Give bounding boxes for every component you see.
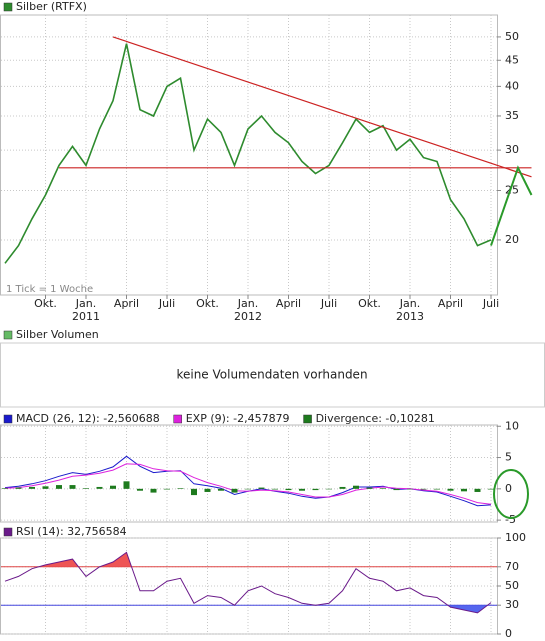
legend-label: Silber Volumen xyxy=(16,328,99,341)
divergence-bar xyxy=(393,488,400,491)
divergence-bar xyxy=(380,488,386,489)
divergence-bar xyxy=(366,487,373,489)
x-tick-label: Jan. xyxy=(399,297,420,310)
legend-label: Silber (RTFX) xyxy=(16,0,87,13)
series-line xyxy=(4,551,492,614)
y-tick-label: 5 xyxy=(505,451,512,464)
divergence-bar xyxy=(2,488,8,489)
trend-line xyxy=(112,36,532,178)
divergence-bar xyxy=(137,488,143,491)
divergence-bar xyxy=(299,488,305,491)
legend-label: RSI (14): 32,756584 xyxy=(16,525,127,538)
x-tick-label: Okt. xyxy=(196,297,219,310)
no-data-message: keine Volumendaten vorhanden xyxy=(176,368,367,382)
divergence-bar xyxy=(231,488,238,493)
divergence-bar xyxy=(204,488,211,492)
divergence-bar xyxy=(42,486,49,489)
legend-swatch xyxy=(3,414,13,424)
y-tick-label: 0 xyxy=(505,627,512,640)
divergence-bar xyxy=(83,488,89,489)
x-tick-label: Juli xyxy=(320,297,337,310)
divergence-bar xyxy=(407,488,413,490)
plot-area xyxy=(0,424,498,523)
divergence-bar xyxy=(339,486,346,489)
divergence-bar xyxy=(285,488,292,491)
divergence-bar xyxy=(164,488,170,490)
x-tick-label: Juli xyxy=(482,297,499,310)
chart-note: 1 Tick = 1 Woche xyxy=(6,284,93,295)
divergence-bar xyxy=(96,486,103,489)
y-tick-label: 10 xyxy=(505,419,519,432)
plot-area xyxy=(0,537,498,635)
divergence-bar xyxy=(191,488,197,496)
legend-swatch xyxy=(303,414,312,424)
legend-swatch xyxy=(173,414,182,424)
x-year-label: 2011 xyxy=(72,310,100,323)
panel-box xyxy=(0,342,545,408)
series-line xyxy=(4,463,492,505)
divergence-bar xyxy=(461,488,467,492)
divergence-bar xyxy=(474,488,481,492)
divergence-bar xyxy=(150,488,157,493)
y-tick-label: 50 xyxy=(505,30,519,43)
y-tick-label: 20 xyxy=(505,233,519,246)
divergence-bar xyxy=(420,488,427,490)
divergence-bar xyxy=(15,487,22,489)
y-tick-label: 45 xyxy=(505,53,519,66)
divergence-bar xyxy=(218,488,224,491)
x-tick-label: April xyxy=(276,297,301,310)
divergence-bar xyxy=(258,487,265,489)
x-tick-label: April xyxy=(438,297,463,310)
y-tick-label: 30 xyxy=(505,143,519,156)
divergence-bar xyxy=(488,488,494,490)
divergence-bar xyxy=(245,488,251,490)
y-tick-label: 0 xyxy=(505,482,512,495)
legend-swatch xyxy=(3,330,13,340)
plot-area xyxy=(0,14,498,296)
divergence-bar xyxy=(29,486,35,489)
y-tick-label: 40 xyxy=(505,79,519,92)
y-tick-label: 70 xyxy=(505,560,519,573)
x-year-label: 2013 xyxy=(396,310,424,323)
legend-swatch xyxy=(3,2,13,12)
band-fill xyxy=(5,552,491,567)
divergence-bar xyxy=(447,488,454,491)
y-tick-label: 100 xyxy=(505,531,526,544)
x-tick-label: April xyxy=(114,297,139,310)
x-tick-label: Juli xyxy=(158,297,175,310)
series-line xyxy=(4,43,492,264)
x-tick-label: Okt. xyxy=(34,297,57,310)
divergence-bar xyxy=(177,488,184,489)
x-year-label: 2012 xyxy=(234,310,262,323)
legend-label: EXP (9): -2,457879 xyxy=(186,412,290,425)
divergence-bar xyxy=(69,485,76,489)
x-tick-label: Jan. xyxy=(75,297,96,310)
legend-label: MACD (26, 12): -2,560688 xyxy=(16,412,160,425)
legend-label: Divergence: -0,10281 xyxy=(316,412,435,425)
divergence-bar xyxy=(434,488,440,490)
divergence-bar xyxy=(110,485,116,489)
divergence-bar xyxy=(353,485,359,489)
y-tick-label: 50 xyxy=(505,579,519,592)
x-tick-label: Okt. xyxy=(358,297,381,310)
divergence-bar xyxy=(56,485,62,489)
divergence-bar xyxy=(312,488,319,491)
legend-swatch xyxy=(3,527,13,537)
divergence-bar xyxy=(272,488,278,490)
y-tick-label: 35 xyxy=(505,109,519,122)
highlight-ellipse xyxy=(493,469,529,519)
x-tick-label: Jan. xyxy=(237,297,258,310)
divergence-bar xyxy=(326,488,332,490)
trend-line xyxy=(490,165,533,246)
y-tick-label: -5 xyxy=(505,513,516,526)
y-tick-label: 30 xyxy=(505,598,519,611)
divergence-bar xyxy=(123,481,130,489)
